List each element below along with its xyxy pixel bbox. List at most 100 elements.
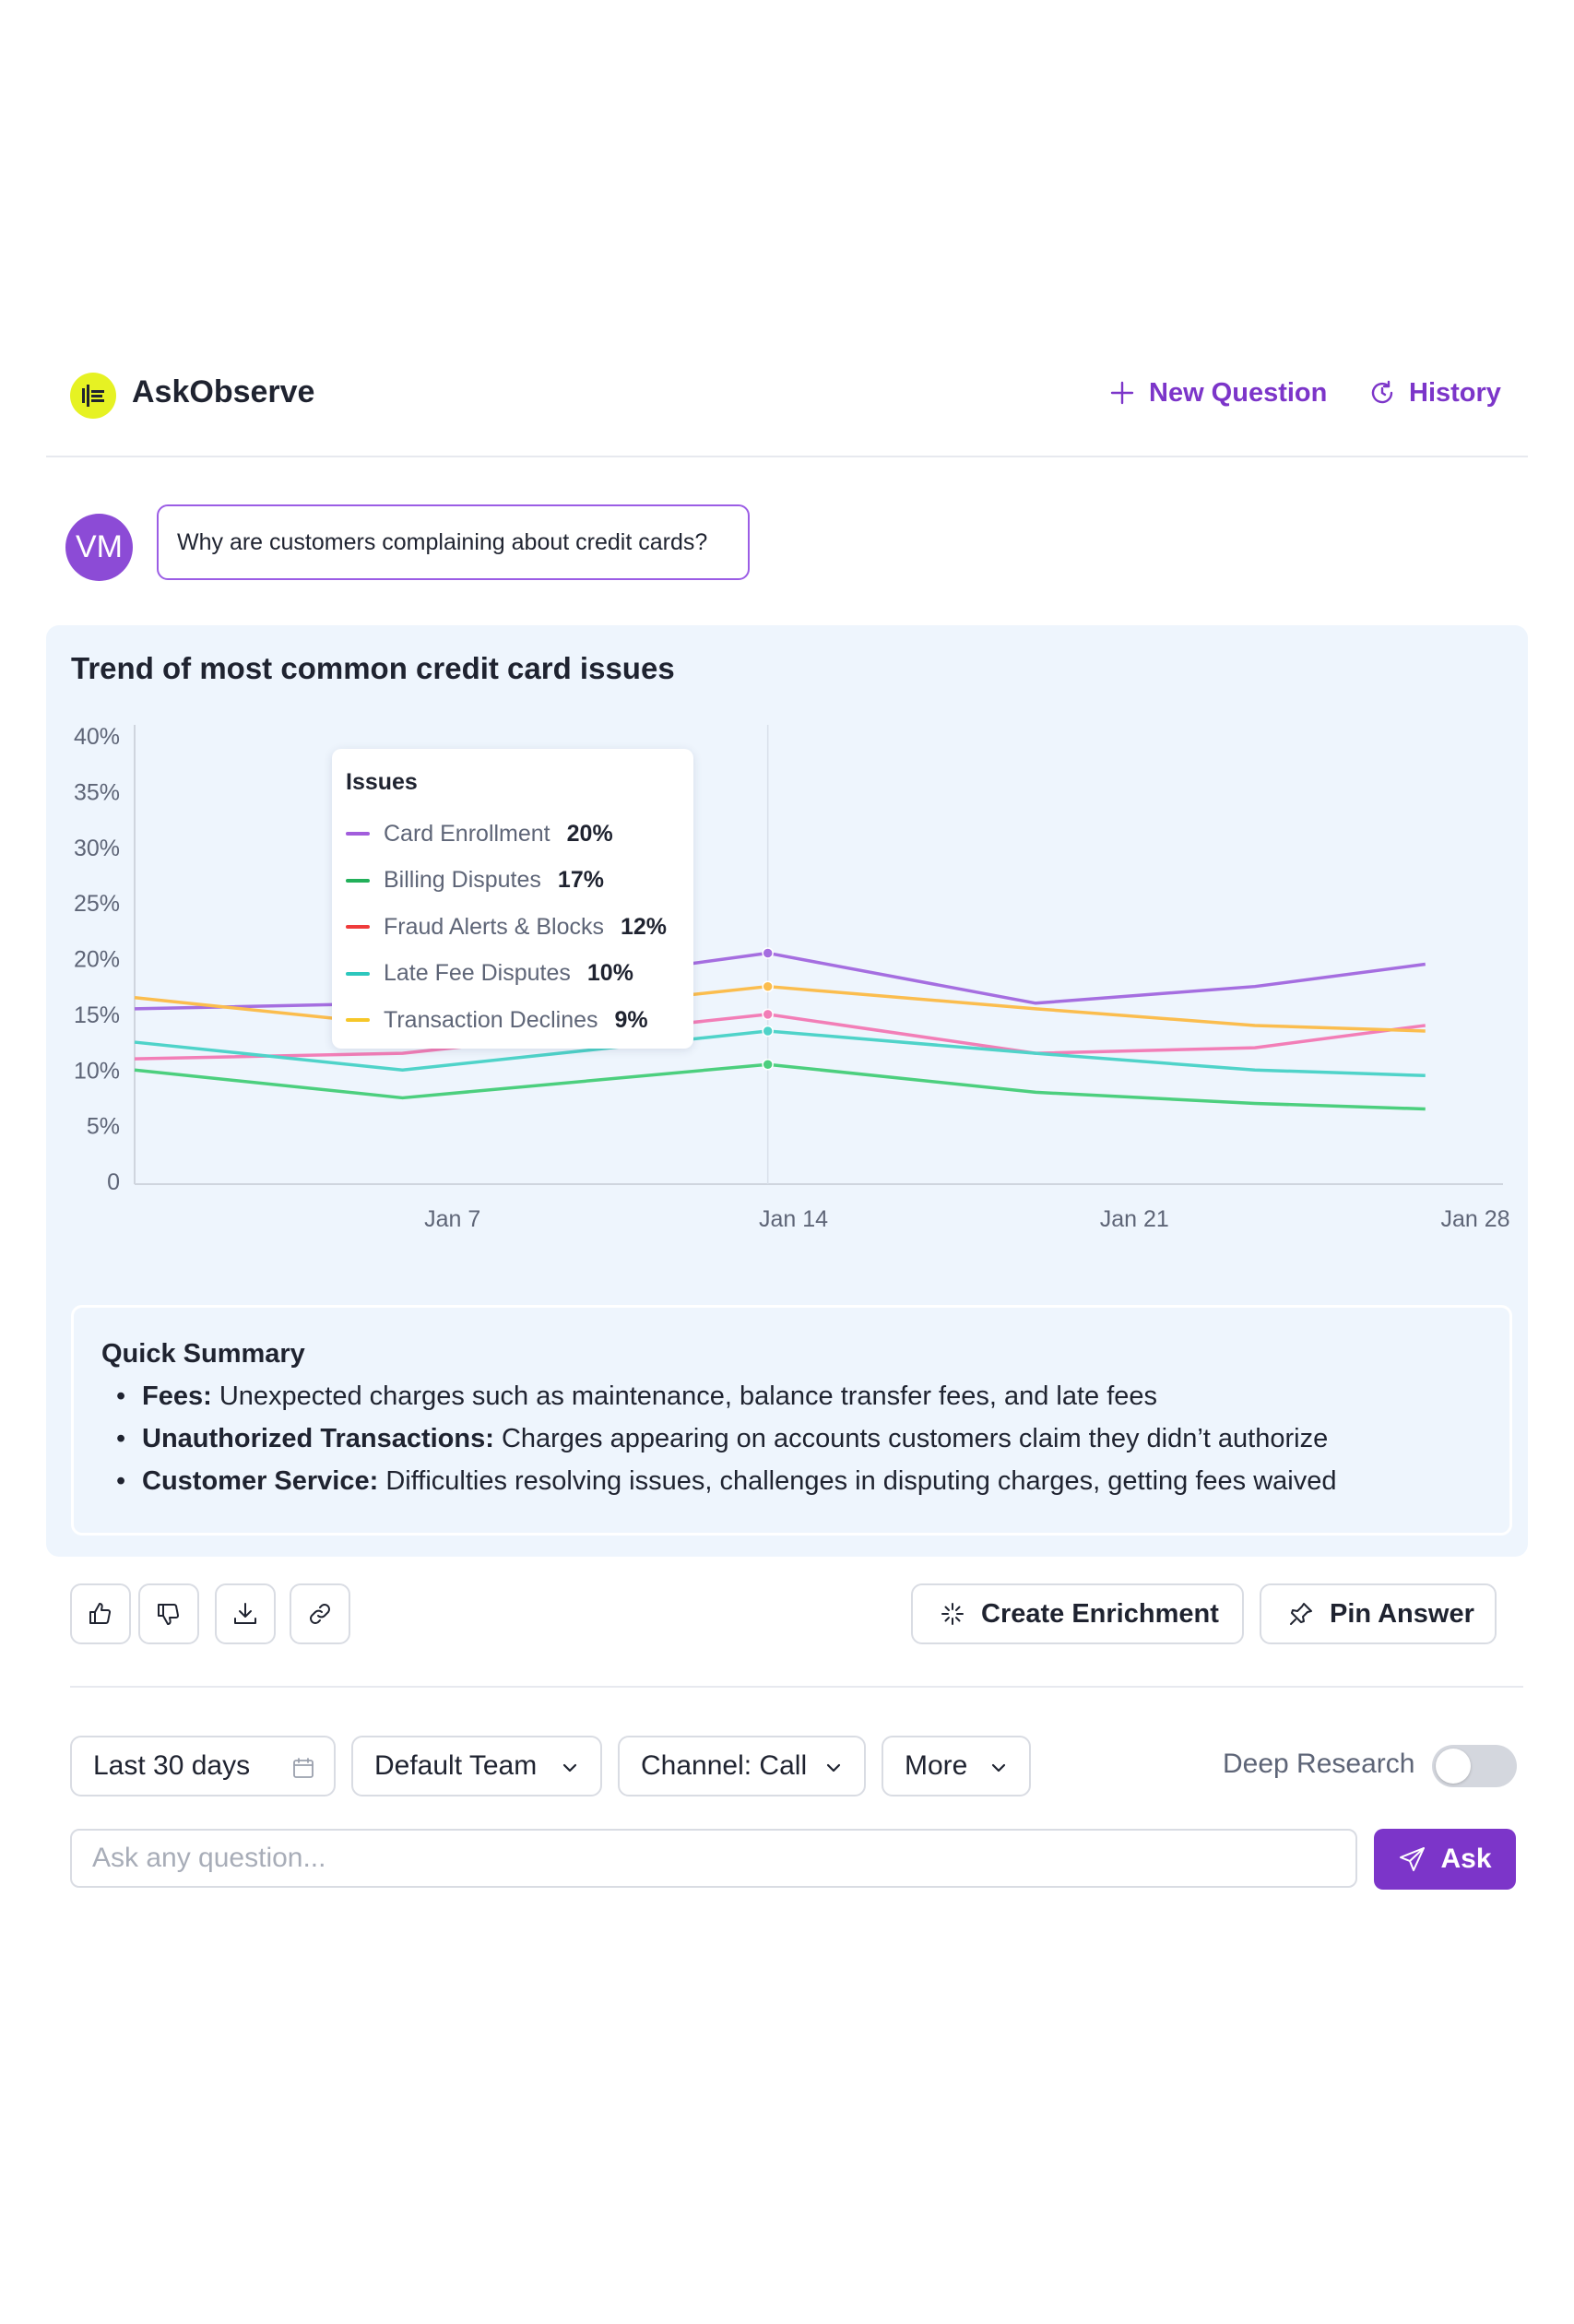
chevron-down-icon [991, 1763, 1006, 1773]
download-icon [234, 1603, 256, 1624]
y-tick-label: 20% [74, 947, 120, 973]
y-tick-label: 15% [74, 1002, 120, 1028]
x-tick-label: Jan 7 [424, 1206, 480, 1232]
tooltip-series-name: Billing Disputes [384, 867, 541, 894]
hover-point [762, 1058, 774, 1071]
askobserve-logo-icon [70, 373, 116, 419]
series-line [134, 1062, 1426, 1111]
team-filter-label: Default Team [374, 1750, 538, 1781]
chevron-down-icon [562, 1763, 577, 1773]
tooltip-series-value: 20% [566, 820, 613, 847]
y-tick-label: 0 [107, 1169, 120, 1195]
legend-swatch [346, 878, 370, 883]
create-enrichment-label: Create Enrichment [981, 1598, 1219, 1629]
series-line [134, 951, 1426, 1011]
x-tick-label: Jan 14 [759, 1206, 828, 1232]
chevron-down-icon [826, 1763, 841, 1773]
copy-link-button[interactable] [290, 1583, 350, 1644]
answer-panel: Trend of most common credit card issues … [46, 625, 1528, 1557]
tooltip-row: Card Enrollment 20% [346, 811, 693, 858]
hover-point [762, 1008, 774, 1021]
calendar-icon [293, 1758, 314, 1778]
tooltip-row: Fraud Alerts & Blocks 12% [346, 904, 693, 951]
summary-item-label: Customer Service: [142, 1466, 379, 1496]
download-button[interactable] [215, 1583, 276, 1644]
thumbs-up-button[interactable] [70, 1583, 131, 1644]
x-tick-label: Jan 28 [1440, 1206, 1509, 1232]
tooltip-series-value: 10% [586, 960, 633, 987]
summary-item: Unauthorized Transactions: Charges appea… [101, 1417, 1509, 1460]
tooltip-row: Late Fee Disputes 10% [346, 951, 693, 998]
sparkle-icon [941, 1603, 964, 1625]
new-question-label: New Question [1149, 377, 1328, 408]
plus-icon [1110, 381, 1134, 405]
toggle-knob [1436, 1749, 1471, 1784]
history-button[interactable]: History [1368, 371, 1501, 415]
thumbs-down-icon [158, 1604, 180, 1625]
date-range-filter[interactable]: Last 30 days [70, 1736, 336, 1796]
channel-filter[interactable]: Channel: Call [618, 1736, 866, 1796]
team-filter[interactable]: Default Team [351, 1736, 602, 1796]
summary-item-text: Charges appearing on accounts customers … [493, 1424, 1329, 1453]
y-tick-label: 40% [74, 724, 120, 750]
summary-item-text: Unexpected charges such as maintenance, … [211, 1381, 1158, 1411]
legend-swatch [346, 925, 370, 930]
y-tick-label: 30% [74, 836, 120, 861]
summary-item-label: Fees: [142, 1381, 212, 1411]
summary-item: Fees: Unexpected charges such as mainten… [101, 1375, 1509, 1417]
new-question-button[interactable]: New Question [1108, 371, 1327, 415]
pin-answer-label: Pin Answer [1330, 1598, 1474, 1629]
app-title: AskObserve [132, 374, 315, 409]
tooltip-series-value: 9% [614, 1006, 648, 1033]
chart-title: Trend of most common credit card issues [71, 651, 675, 685]
quick-summary: Quick Summary Fees: Unexpected charges s… [71, 1305, 1512, 1536]
legend-swatch [346, 971, 370, 976]
send-icon [1400, 1847, 1426, 1871]
chart-tooltip: Issues Card Enrollment 20% Billing Dispu… [332, 749, 693, 1049]
legend-swatch [346, 1018, 370, 1023]
divider [70, 1686, 1523, 1688]
tooltip-series-value: 12% [620, 913, 668, 940]
tooltip-row: Billing Disputes 17% [346, 858, 693, 905]
channel-filter-label: Channel: Call [641, 1750, 808, 1781]
tooltip-row: Transaction Declines 9% [346, 997, 693, 1044]
pin-icon [1290, 1603, 1312, 1625]
deep-research-toggle[interactable] [1432, 1745, 1517, 1787]
tooltip-series-name: Late Fee Disputes [384, 960, 571, 987]
thumbs-down-button[interactable] [138, 1583, 199, 1644]
legend-swatch [346, 832, 370, 836]
summary-item: Customer Service: Difficulties resolving… [101, 1460, 1509, 1502]
tooltip-series-name: Card Enrollment [384, 820, 550, 847]
y-tick-label: 5% [87, 1114, 120, 1140]
ask-input[interactable] [70, 1829, 1357, 1888]
series-line [134, 984, 1426, 1033]
hover-point [762, 947, 774, 959]
tooltip-series-value: 17% [557, 867, 604, 894]
thumbs-up-icon [89, 1603, 112, 1624]
line-chart: 0 5% 10% 15% 20% 25% 30% 35% 40% Jan 7 Jan 14 Jan 2… [74, 724, 1510, 1232]
avatar: VM [65, 514, 133, 581]
series-line [134, 1029, 1426, 1078]
summary-item-label: Unauthorized Transactions: [142, 1424, 494, 1453]
history-icon [1371, 380, 1393, 404]
ask-button[interactable]: Ask [1374, 1829, 1516, 1890]
question-bubble: Why are customers complaining about cred… [157, 504, 750, 580]
summary-title: Quick Summary [101, 1339, 305, 1369]
hover-point [762, 1025, 774, 1038]
summary-item-text: Difficulties resolving issues, challenge… [378, 1466, 1337, 1496]
create-enrichment-button[interactable]: Create Enrichment [911, 1583, 1244, 1644]
history-label: History [1409, 377, 1501, 408]
link-icon [310, 1604, 330, 1624]
ask-button-label: Ask [1440, 1844, 1492, 1874]
y-tick-label: 25% [74, 891, 120, 917]
tooltip-title: Issues [346, 769, 418, 795]
y-tick-label: 10% [74, 1058, 120, 1084]
more-filter-label: More [905, 1750, 968, 1781]
tooltip-series-name: Fraud Alerts & Blocks [384, 913, 604, 940]
tooltip-series-name: Transaction Declines [384, 1006, 598, 1033]
date-range-label: Last 30 days [93, 1750, 251, 1781]
hover-point [762, 980, 774, 992]
pin-answer-button[interactable]: Pin Answer [1260, 1583, 1497, 1644]
y-tick-label: 35% [74, 779, 120, 805]
more-filter[interactable]: More [882, 1736, 1031, 1796]
